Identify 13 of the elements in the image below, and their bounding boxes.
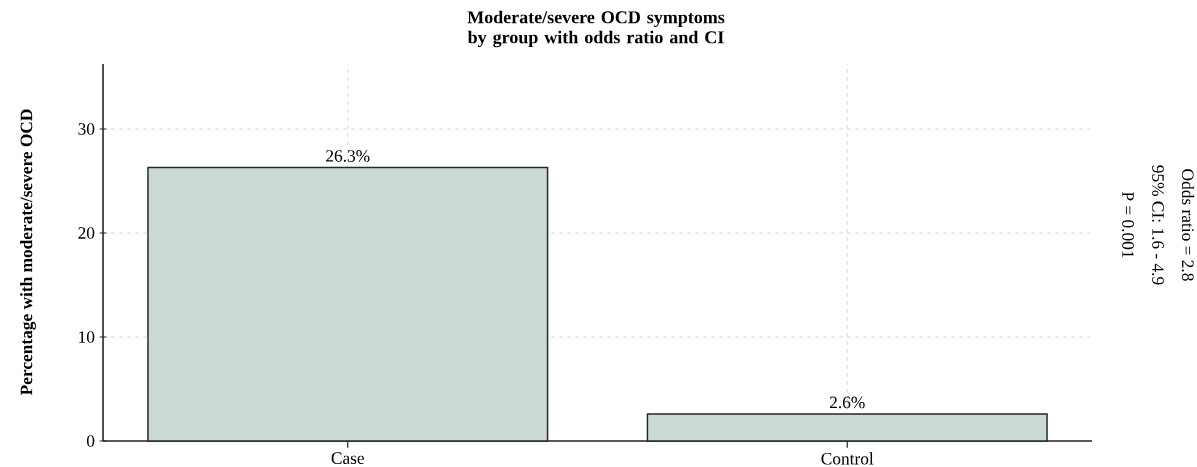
- y-axis-title: Percentage with moderate/severe OCD: [20, 109, 36, 396]
- text: P = 0.001: [1122, 191, 1134, 258]
- text: Odds ratio = 2.8: [1181, 169, 1195, 281]
- chart-title: Moderate/severe OCD symptoms by group with odds ratio and CI: [467, 10, 725, 48]
- y-tick-label: 30: [78, 123, 95, 135]
- x-tick-label: Control: [821, 452, 874, 465]
- y-tick-label: 0: [86, 435, 95, 447]
- x-tick-label: Case: [331, 452, 364, 465]
- data-label: 2.6%: [829, 396, 865, 409]
- data-label: 26.3%: [326, 150, 370, 162]
- y-tick-label: 20: [78, 227, 95, 239]
- y-tick-label: 10: [79, 331, 95, 343]
- text: 95% CI: 1.6 - 4.9: [1152, 165, 1164, 285]
